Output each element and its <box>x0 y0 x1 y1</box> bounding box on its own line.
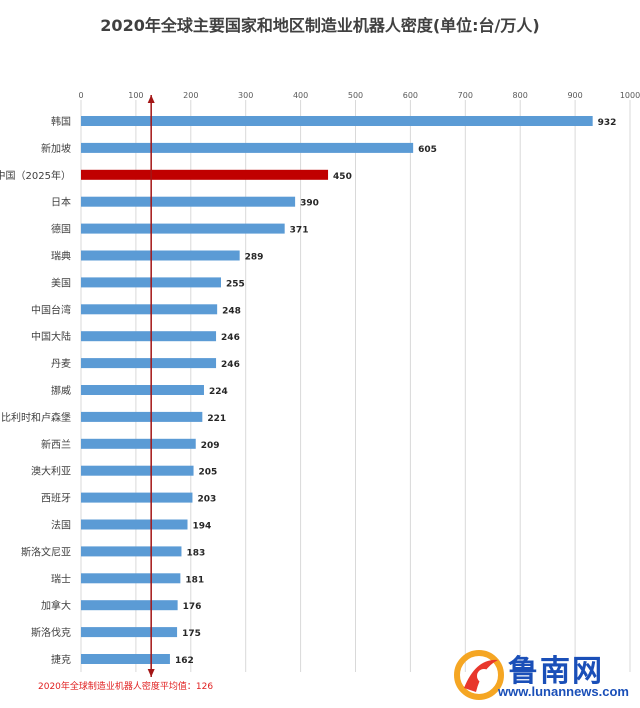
value-label: 224 <box>209 387 228 397</box>
bar <box>81 250 240 261</box>
value-label: 932 <box>598 118 617 128</box>
value-label: 205 <box>199 468 218 478</box>
x-tick-label: 800 <box>513 91 528 100</box>
category-label: 斯洛伐克 <box>31 626 71 639</box>
value-label: 246 <box>221 360 240 370</box>
bar <box>81 438 196 449</box>
watermark-url: www.lunannews.com <box>498 684 629 699</box>
category-label: 丹麦 <box>51 358 71 370</box>
category-label: 中国（2025年） <box>0 169 71 182</box>
value-label: 289 <box>245 253 264 263</box>
bar <box>81 169 329 180</box>
value-label: 194 <box>193 522 212 532</box>
category-label: 比利时和卢森堡 <box>1 411 71 424</box>
value-label: 450 <box>333 172 352 182</box>
bar <box>81 331 217 342</box>
bar <box>81 546 182 557</box>
category-label: 美国 <box>51 276 71 289</box>
category-label: 新加坡 <box>41 142 71 155</box>
category-label: 日本 <box>51 196 71 209</box>
value-label: 255 <box>226 279 245 289</box>
value-label: 175 <box>182 629 201 639</box>
category-label: 中国大陆 <box>31 330 71 343</box>
value-label: 371 <box>290 226 309 236</box>
x-tick-label: 500 <box>348 91 363 100</box>
bar <box>81 196 296 207</box>
lunan-logo-icon <box>454 650 504 700</box>
value-label: 181 <box>185 575 204 585</box>
x-tick-label: 600 <box>403 91 418 100</box>
average-label: 2020年全球制造业机器人密度平均值：126 <box>38 680 213 692</box>
x-tick-label: 200 <box>183 91 198 100</box>
value-label: 605 <box>418 145 437 155</box>
bar <box>81 304 218 315</box>
category-label: 挪威 <box>51 384 71 397</box>
value-label: 209 <box>201 441 220 451</box>
x-tick-label: 900 <box>567 91 582 100</box>
bar <box>81 385 204 395</box>
watermark-name: 鲁南网 <box>508 654 604 689</box>
value-label: 183 <box>186 548 205 558</box>
bar <box>81 358 217 369</box>
bar <box>81 573 181 584</box>
category-label: 法国 <box>51 519 71 532</box>
chart-title: 2020年全球主要国家和地区制造业机器人密度(单位:台/万人) <box>100 16 540 35</box>
x-tick-label: 0 <box>78 91 83 100</box>
category-label: 澳大利亚 <box>31 465 71 478</box>
category-label: 中国台湾 <box>31 303 71 316</box>
category-label: 新西兰 <box>41 438 71 451</box>
x-tick-label: 700 <box>458 91 473 100</box>
bar <box>81 492 193 503</box>
x-tick-label: 1000 <box>620 91 640 100</box>
x-tick-label: 100 <box>128 91 143 100</box>
value-label: 162 <box>175 656 194 666</box>
category-label: 加拿大 <box>41 599 71 612</box>
category-label: 瑞士 <box>51 572 71 585</box>
category-label: 捷克 <box>51 653 71 666</box>
bar <box>81 519 188 530</box>
average-arrow-down-icon <box>147 669 155 677</box>
x-tick-label: 400 <box>293 91 308 100</box>
category-label: 韩国 <box>51 115 71 128</box>
category-label: 瑞典 <box>51 250 71 263</box>
bar <box>81 600 178 611</box>
value-label: 221 <box>207 414 226 424</box>
bar <box>81 411 203 422</box>
bar <box>81 116 593 126</box>
value-label: 203 <box>197 495 216 505</box>
bar <box>81 654 170 664</box>
value-label: 176 <box>183 602 202 612</box>
value-label: 248 <box>222 306 241 316</box>
value-label: 246 <box>221 333 240 343</box>
category-label: 德国 <box>51 223 71 236</box>
category-label: 西班牙 <box>41 493 71 505</box>
bar <box>81 142 414 153</box>
average-arrow-up-icon <box>147 95 155 103</box>
bar <box>81 627 178 638</box>
value-label: 390 <box>300 199 319 209</box>
x-tick-label: 300 <box>238 91 253 100</box>
bar <box>81 465 194 476</box>
watermark-logo: 鲁南网 www.lunannews.com <box>452 644 640 708</box>
bar <box>81 223 285 234</box>
category-label: 斯洛文尼亚 <box>21 545 71 558</box>
